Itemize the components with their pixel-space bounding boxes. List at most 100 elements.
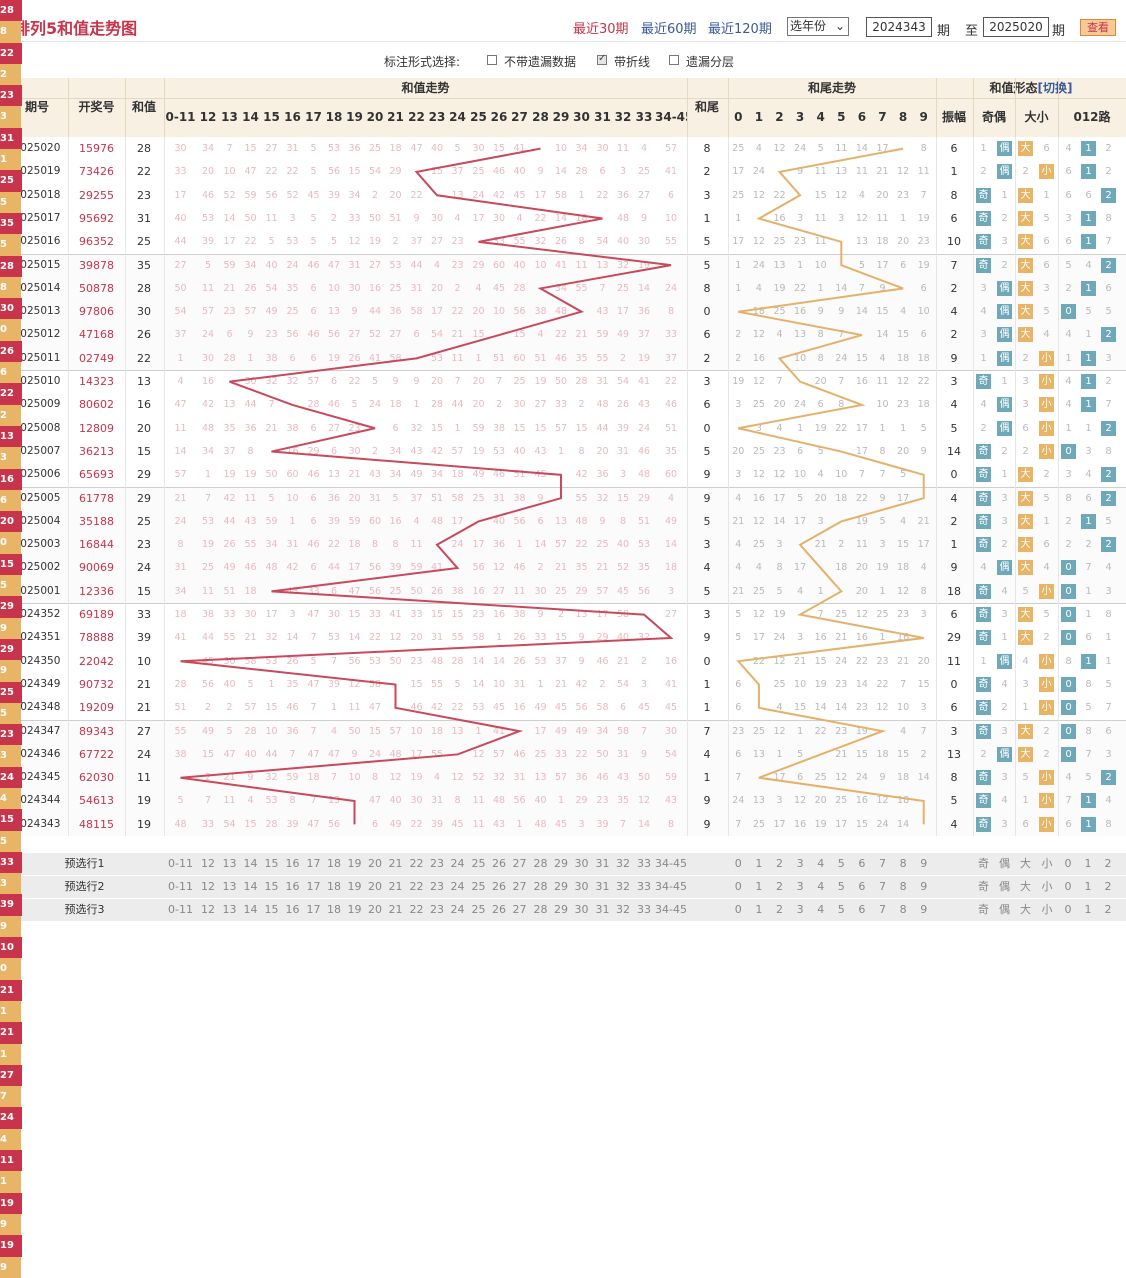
preselect-sum-cell[interactable]: 26	[492, 903, 506, 916]
preselect-sum-cell[interactable]: 15	[264, 857, 279, 870]
preselect-tail-cell[interactable]: 0	[734, 880, 742, 893]
preselect-tail-cell[interactable]: 4	[817, 880, 825, 893]
preselect-sum-cell[interactable]: 24	[450, 880, 465, 893]
preselect-road[interactable]: 0	[1064, 903, 1072, 916]
preselect-sum-cell[interactable]: 28	[533, 857, 548, 870]
preselect-sum-cell[interactable]: 17	[306, 857, 321, 870]
preselect-odd[interactable]: 奇	[978, 880, 989, 893]
preselect-tail-cell[interactable]: 0	[734, 857, 742, 870]
preselect-even[interactable]: 偶	[999, 903, 1010, 916]
preselect-sum-cell[interactable]: 33	[637, 857, 651, 870]
period-from-input[interactable]: 2024343	[866, 17, 932, 37]
preselect-sum-cell[interactable]: 27	[512, 880, 527, 893]
preselect-sum-cell[interactable]: 32	[616, 903, 630, 916]
preselect-road[interactable]: 1	[1084, 880, 1092, 893]
preselect-tail-cell[interactable]: 9	[920, 857, 928, 870]
preselect-sum-cell[interactable]: 29	[554, 880, 568, 893]
preselect-small[interactable]: 小	[1041, 857, 1053, 870]
preselect-sum-cell[interactable]: 16	[285, 880, 300, 893]
preselect-sum-cell[interactable]: 15	[264, 880, 279, 893]
preselect-tail-cell[interactable]: 7	[878, 903, 886, 916]
preselect-sum-cell[interactable]: 30	[574, 903, 589, 916]
preselect-tail-cell[interactable]: 7	[878, 857, 886, 870]
preselect-tail-cell[interactable]: 6	[858, 903, 866, 916]
preselect-row[interactable]	[6, 853, 1126, 875]
preselect-sum-cell[interactable]: 23	[430, 857, 444, 870]
preselect-sum-cell[interactable]: 17	[306, 903, 321, 916]
preselect-sum-cell[interactable]: 19	[347, 880, 362, 893]
preselect-sum-cell[interactable]: 32	[616, 857, 630, 870]
preselect-tail-cell[interactable]: 2	[775, 880, 783, 893]
checkbox-no-missing[interactable]	[487, 55, 497, 65]
preselect-tail-cell[interactable]: 1	[755, 903, 763, 916]
preselect-sum-cell[interactable]: 13	[222, 903, 237, 916]
preselect-tail-cell[interactable]: 7	[878, 880, 886, 893]
preselect-tail-cell[interactable]: 3	[796, 880, 804, 893]
preselect-tail-cell[interactable]: 9	[920, 903, 928, 916]
preselect-tail-cell[interactable]: 9	[920, 880, 928, 893]
preselect-sum-cell[interactable]: 16	[285, 903, 300, 916]
preselect-sum-cell[interactable]: 15	[264, 903, 279, 916]
preselect-sum-cell[interactable]: 32	[616, 880, 630, 893]
preselect-sum-cell[interactable]: 16	[285, 857, 300, 870]
preselect-tail-cell[interactable]: 3	[796, 857, 804, 870]
preselect-tail-cell[interactable]: 5	[837, 903, 845, 916]
preselect-tail-cell[interactable]: 2	[775, 857, 783, 870]
preselect-road[interactable]: 1	[1084, 903, 1092, 916]
query-button[interactable]: 查看	[1080, 19, 1116, 36]
preselect-tail-cell[interactable]: 8	[899, 857, 907, 870]
preselect-sum-cell[interactable]: 23	[430, 880, 444, 893]
preselect-sum-cell[interactable]: 24	[450, 857, 465, 870]
preselect-sum-cell[interactable]: 31	[595, 857, 610, 870]
preselect-sum-cell[interactable]: 14	[243, 903, 258, 916]
preselect-sum-cell[interactable]: 28	[533, 880, 548, 893]
preselect-sum-cell[interactable]: 13	[222, 880, 237, 893]
preselect-sum-cell[interactable]: 20	[368, 880, 382, 893]
preselect-sum-cell[interactable]: 18	[327, 903, 341, 916]
preselect-sum-cell[interactable]: 27	[512, 857, 527, 870]
preselect-road[interactable]: 0	[1064, 880, 1072, 893]
preselect-sum-cell[interactable]: 30	[574, 880, 589, 893]
preselect-road[interactable]: 2	[1104, 857, 1112, 870]
preselect-tail-cell[interactable]: 6	[858, 857, 866, 870]
preselect-sum-cell[interactable]: 24	[450, 903, 465, 916]
preselect-sum-cell[interactable]: 22	[409, 903, 424, 916]
preselect-tail-cell[interactable]: 2	[775, 903, 783, 916]
preselect-row[interactable]	[6, 876, 1126, 898]
preselect-road[interactable]: 0	[1064, 857, 1072, 870]
preselect-sum-cell[interactable]: 20	[368, 903, 382, 916]
preselect-sum-cell[interactable]: 19	[347, 903, 362, 916]
preselect-sum-cell[interactable]: 13	[222, 857, 237, 870]
switch-link[interactable]: [切换]	[1037, 81, 1073, 95]
preselect-tail-cell[interactable]: 8	[899, 903, 907, 916]
preselect-sum-cell[interactable]: 14	[243, 880, 258, 893]
period-to-input[interactable]: 2025020	[983, 17, 1049, 37]
preselect-odd[interactable]: 奇	[978, 903, 989, 916]
preselect-sum-cell[interactable]: 21	[388, 903, 403, 916]
preselect-tail-cell[interactable]: 1	[755, 880, 763, 893]
range-60-link[interactable]: 最近60期	[641, 22, 697, 37]
preselect-sum-cell[interactable]: 33	[637, 880, 651, 893]
checkbox-polyline[interactable]: ✓	[597, 53, 607, 65]
preselect-road[interactable]: 1	[1084, 857, 1092, 870]
preselect-sum-cell[interactable]: 17	[306, 880, 321, 893]
preselect-road[interactable]: 2	[1104, 903, 1112, 916]
preselect-sum-cell[interactable]: 12	[201, 903, 215, 916]
preselect-small[interactable]: 小	[1041, 880, 1053, 893]
preselect-sum-cell[interactable]: 21	[388, 857, 403, 870]
checkbox-layers[interactable]	[669, 55, 679, 65]
preselect-sum-cell[interactable]: 33	[637, 903, 651, 916]
preselect-sum-cell[interactable]: 34-45	[655, 903, 687, 916]
preselect-sum-cell[interactable]: 19	[347, 857, 362, 870]
preselect-sum-cell[interactable]: 29	[554, 857, 568, 870]
preselect-sum-cell[interactable]: 20	[368, 857, 382, 870]
preselect-sum-cell[interactable]: 0-11	[168, 857, 193, 870]
preselect-sum-cell[interactable]: 22	[409, 880, 424, 893]
preselect-sum-cell[interactable]: 26	[492, 857, 506, 870]
preselect-sum-cell[interactable]: 28	[533, 903, 548, 916]
preselect-big[interactable]: 大	[1020, 880, 1031, 893]
preselect-even[interactable]: 偶	[999, 857, 1010, 870]
preselect-sum-cell[interactable]: 34-45	[655, 857, 687, 870]
preselect-tail-cell[interactable]: 4	[817, 857, 825, 870]
preselect-tail-cell[interactable]: 4	[817, 903, 825, 916]
